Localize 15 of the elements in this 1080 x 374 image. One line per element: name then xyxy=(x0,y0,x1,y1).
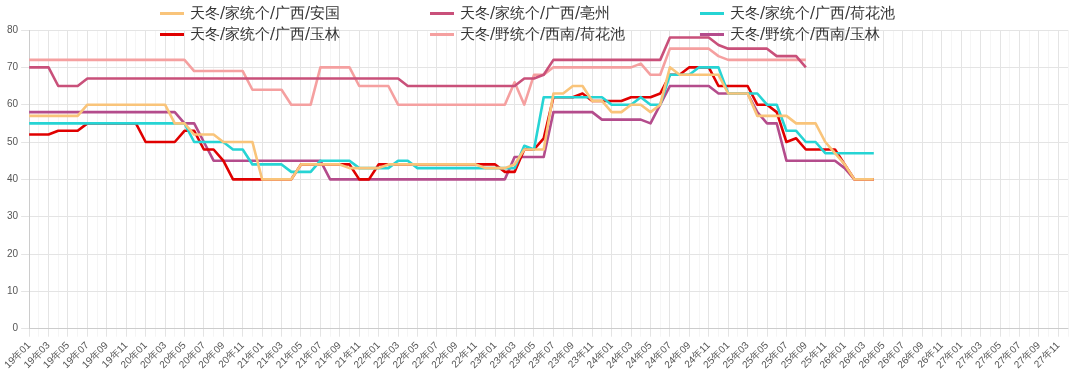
y-tick-label: 0 xyxy=(12,322,19,334)
legend-label: 天冬/家统个/广西/荷花池 xyxy=(730,4,896,23)
y-tick-label: 10 xyxy=(7,285,19,297)
legend-label: 天冬/家统个/广西/玉林 xyxy=(190,25,341,44)
legend-label: 天冬/野统个/西南/玉林 xyxy=(730,25,881,44)
y-tick-label: 80 xyxy=(7,23,19,35)
y-tick-label: 60 xyxy=(7,98,19,110)
y-tick-label: 50 xyxy=(7,135,19,147)
y-tick-label: 20 xyxy=(7,247,19,259)
legend-label: 天冬/家统个/广西/安国 xyxy=(190,4,341,23)
y-tick-label: 30 xyxy=(7,210,19,222)
y-tick-label: 40 xyxy=(7,173,19,185)
legend-label: 天冬/家统个/广西/亳州 xyxy=(460,4,611,23)
y-tick-label: 70 xyxy=(7,61,19,73)
legend-label: 天冬/野统个/西南/荷花池 xyxy=(460,25,626,44)
